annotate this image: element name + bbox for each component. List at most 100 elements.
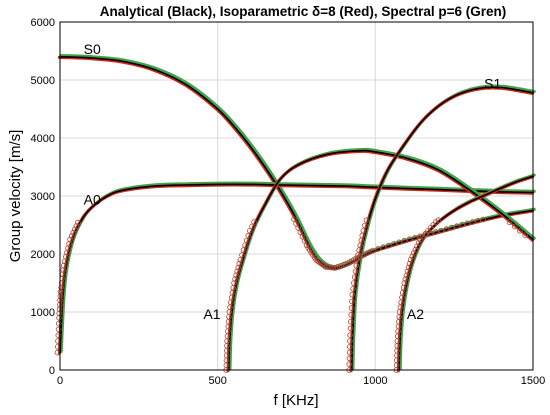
marker-s0	[369, 247, 376, 254]
marker-s1	[348, 318, 354, 325]
marker-a2	[410, 250, 417, 256]
marker-s0	[401, 237, 408, 244]
marker-a0	[60, 267, 67, 273]
marker-s1	[348, 305, 355, 311]
y-tick-label: 2000	[31, 249, 55, 261]
marker-s0	[295, 225, 302, 231]
y-tick-label: 0	[49, 365, 55, 377]
series-s0-analytical	[59, 56, 534, 269]
plot-frame	[59, 21, 534, 371]
marker-s0	[301, 238, 308, 244]
y-tick-label: 1000	[31, 307, 55, 319]
marker-s0	[385, 242, 392, 249]
marker-s1	[346, 361, 353, 368]
chart-title: Analytical (Black), Isoparametric δ=8 (R…	[100, 4, 507, 19]
marker-a1	[517, 228, 523, 234]
marker-a0	[55, 332, 62, 339]
marker-s1	[363, 217, 370, 224]
marker-s1	[351, 274, 358, 281]
y-tick-label: 3000	[31, 191, 55, 203]
marker-s0	[406, 236, 413, 243]
marker-a2	[414, 243, 420, 250]
grid-lines	[59, 21, 534, 371]
series-lines	[57, 54, 536, 373]
series-s1-spectral	[351, 84, 536, 371]
marker-s1	[348, 312, 355, 318]
marker-a2	[403, 272, 410, 279]
marker-a1	[245, 232, 252, 239]
marker-s0	[412, 235, 418, 241]
marker-s0	[448, 224, 455, 231]
marker-s0	[293, 220, 299, 227]
marker-s0	[396, 239, 402, 246]
marker-a0	[56, 310, 63, 317]
marker-a0	[68, 233, 75, 239]
x-tick-label: 1000	[363, 375, 387, 387]
series-a2-isoparametric	[396, 175, 534, 373]
marker-a2	[407, 256, 414, 263]
mode-label-a2: A2	[407, 306, 424, 322]
marker-a2	[409, 253, 416, 260]
mode-label-a1: A1	[203, 306, 220, 322]
marker-s1	[346, 343, 353, 350]
marker-a1	[247, 228, 253, 234]
marker-s0	[375, 246, 381, 252]
marker-s0	[291, 216, 297, 223]
x-tick-label: 0	[57, 375, 63, 387]
marker-s0	[475, 217, 481, 224]
marker-s0	[459, 221, 466, 228]
marker-a0	[55, 326, 62, 333]
marker-a1	[249, 223, 255, 230]
marker-a0	[75, 219, 81, 226]
marker-a1	[234, 268, 241, 275]
marker-s0	[480, 216, 487, 223]
marker-a2	[435, 217, 442, 224]
mode-label-s0: S0	[84, 41, 101, 57]
marker-a0	[55, 320, 62, 327]
marker-a0	[67, 236, 73, 243]
marker-s0	[391, 241, 397, 247]
series-a0-isoparametric	[57, 183, 534, 355]
marker-a1	[511, 223, 518, 230]
marker-a0	[70, 229, 77, 236]
marker-s1	[346, 355, 353, 362]
y-tick-label: 5000	[31, 75, 55, 87]
marker-s1	[347, 338, 353, 344]
marker-s1	[353, 262, 360, 269]
marker-s1	[349, 291, 356, 298]
x-tick-label: 1500	[521, 375, 545, 387]
marker-s0	[464, 220, 471, 227]
marker-a1	[232, 276, 238, 282]
marker-s1	[351, 280, 357, 286]
marker-a2	[412, 246, 419, 253]
marker-s0	[454, 223, 460, 230]
marker-a1	[231, 280, 237, 286]
marker-s0	[297, 229, 304, 236]
marker-s1	[346, 349, 353, 356]
marker-a1	[239, 252, 245, 258]
marker-s1	[360, 228, 367, 234]
marker-a1	[236, 260, 243, 267]
marker-s0	[469, 219, 476, 225]
x-tick-label: 500	[208, 375, 226, 387]
marker-s0	[299, 233, 306, 240]
marker-a1	[522, 232, 528, 239]
marker-a1	[243, 237, 250, 244]
mode-label-a0: A0	[84, 192, 101, 208]
marker-a1	[233, 272, 240, 279]
marker-a2	[402, 276, 409, 282]
marker-a1	[506, 219, 513, 225]
marker-s0	[438, 227, 445, 234]
marker-a1	[240, 247, 247, 253]
mode-label-s1: S1	[484, 76, 501, 92]
data-markers	[54, 216, 528, 373]
y-tick-label: 6000	[31, 17, 55, 29]
marker-a2	[405, 264, 412, 271]
series-a1-analytical	[227, 149, 534, 371]
marker-s1	[347, 332, 353, 339]
marker-s0	[417, 233, 423, 240]
marker-a0	[72, 226, 78, 233]
series-s0-spectral	[59, 54, 536, 269]
marker-s0	[443, 226, 450, 232]
